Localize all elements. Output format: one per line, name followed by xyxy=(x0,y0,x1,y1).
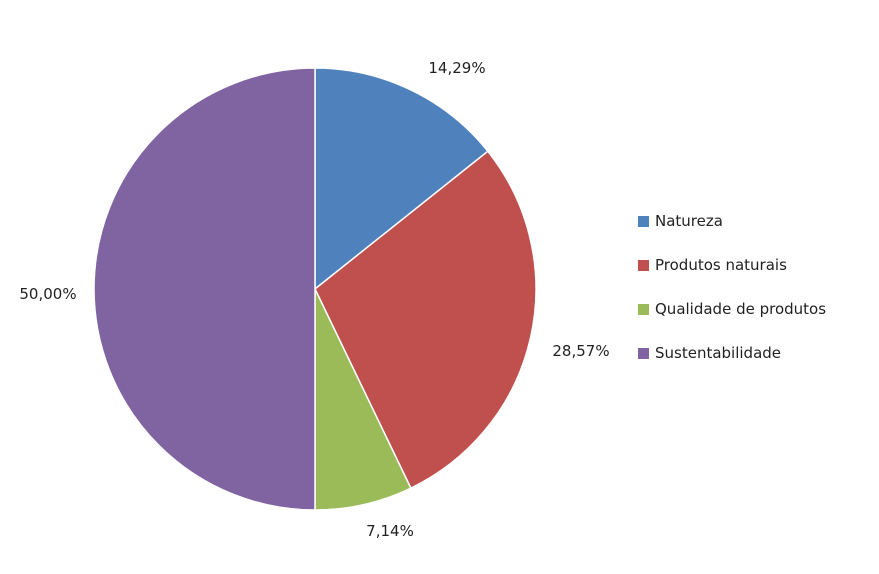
pie-slices xyxy=(93,67,537,511)
data-label-qualidade-de-produtos: 7,14% xyxy=(366,522,414,540)
legend-swatch-sustentabilidade xyxy=(638,348,649,359)
pie-slice-qualidade-de-produtos xyxy=(314,288,412,511)
pie-slice-natureza xyxy=(314,67,489,291)
pie-slice-produtos-naturais xyxy=(314,150,537,490)
data-labels: 14,29% 28,57% 7,14% 50,00% xyxy=(19,59,609,540)
pie-slice-sustentabilidade xyxy=(93,67,316,511)
legend-swatch-qualidade-de-produtos xyxy=(638,304,649,315)
data-label-sustentabilidade: 50,00% xyxy=(19,285,76,303)
legend-swatch-natureza xyxy=(638,216,649,227)
legend-label-sustentabilidade: Sustentabilidade xyxy=(655,344,781,362)
data-label-natureza: 14,29% xyxy=(428,59,485,77)
legend-label-produtos-naturais: Produtos naturais xyxy=(655,256,787,274)
legend-label-qualidade-de-produtos: Qualidade de produtos xyxy=(655,300,826,318)
legend-swatch-produtos-naturais xyxy=(638,260,649,271)
legend: Natureza Produtos naturais Qualidade de pr… xyxy=(638,212,826,362)
data-label-produtos-naturais: 28,57% xyxy=(552,342,609,360)
legend-label-natureza: Natureza xyxy=(655,212,723,230)
